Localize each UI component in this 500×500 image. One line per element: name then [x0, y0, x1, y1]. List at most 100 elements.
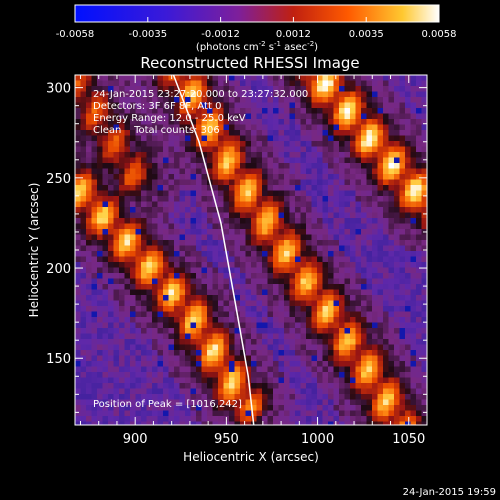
heatmap-cell — [289, 289, 296, 296]
heatmap-cell — [124, 361, 131, 367]
heatmap-cell — [113, 300, 120, 307]
heatmap-cell — [124, 388, 131, 395]
heatmap-cell — [97, 284, 103, 290]
heatmap-cell — [262, 251, 268, 257]
heatmap-cell — [328, 130, 334, 136]
heatmap-cell — [300, 405, 307, 411]
heatmap-cell — [421, 141, 427, 147]
heatmap-cell — [410, 377, 417, 384]
heatmap-cell — [383, 130, 389, 136]
heatmap-cell — [168, 328, 175, 334]
heatmap-cell — [212, 130, 219, 136]
heatmap-cell — [405, 410, 411, 417]
heatmap-cell — [91, 75, 98, 81]
heatmap-cell — [97, 317, 103, 323]
heatmap-cell — [119, 421, 125, 425]
heatmap-cell — [416, 130, 422, 136]
heatmap-cell — [86, 394, 92, 400]
heatmap-cell — [262, 328, 268, 334]
heatmap-cell — [339, 229, 345, 235]
heatmap-cell — [196, 405, 202, 411]
heatmap-cell — [355, 256, 362, 263]
heatmap-cell — [113, 339, 120, 345]
heatmap-cell — [212, 108, 219, 114]
heatmap-cell — [168, 229, 175, 235]
heatmap-cell — [130, 366, 136, 373]
heatmap-cell — [421, 152, 427, 158]
heatmap-cell — [278, 157, 285, 164]
heatmap-cell — [157, 201, 164, 208]
heatmap-cell — [339, 168, 345, 175]
annotation-method: Clean Total counts: 306 — [93, 125, 220, 136]
heatmap-cell — [146, 383, 153, 389]
heatmap-cell — [251, 300, 257, 307]
heatmap-cell — [234, 300, 241, 307]
heatmap-cell — [410, 361, 417, 367]
heatmap-cell — [273, 75, 279, 81]
heatmap-cell — [146, 234, 153, 241]
heatmap-cell — [251, 80, 257, 87]
heatmap-cell — [130, 196, 136, 202]
heatmap-cell — [102, 322, 109, 329]
heatmap-cell — [207, 86, 213, 92]
heatmap-cell — [344, 278, 351, 285]
heatmap-cell — [157, 174, 164, 180]
heatmap-cell — [333, 405, 340, 411]
heatmap-cell — [295, 190, 301, 197]
heatmap-cell — [278, 141, 285, 147]
heatmap-cell — [97, 399, 103, 406]
heatmap-cell — [366, 256, 373, 263]
heatmap-cell — [350, 185, 356, 191]
heatmap-cell — [212, 295, 219, 301]
heatmap-cell — [207, 278, 213, 285]
heatmap-cell — [306, 251, 312, 257]
heatmap-cell — [289, 240, 296, 246]
heatmap-cell — [245, 284, 252, 290]
heatmap-cell — [421, 196, 427, 202]
heatmap-cell — [388, 201, 395, 208]
heatmap-cell — [157, 273, 164, 279]
heatmap-cell — [75, 223, 81, 230]
heatmap-cell — [306, 289, 312, 296]
heatmap-cell — [218, 97, 224, 103]
heatmap-cell — [289, 311, 296, 318]
heatmap-cell — [207, 234, 213, 241]
heatmap-cell — [97, 245, 103, 252]
heatmap-cell — [86, 372, 92, 378]
heatmap-cell — [201, 372, 208, 378]
heatmap-cell — [399, 190, 406, 197]
heatmap-cell — [179, 355, 186, 362]
heatmap-cell — [240, 124, 246, 131]
heatmap-cell — [355, 124, 362, 131]
heatmap-cell — [152, 388, 158, 395]
heatmap-cell — [163, 108, 169, 114]
heatmap-cell — [262, 267, 268, 274]
heatmap-cell — [75, 157, 81, 164]
heatmap-cell — [372, 300, 378, 307]
heatmap-cell — [350, 344, 356, 351]
heatmap-cell — [91, 234, 98, 241]
heatmap-cell — [251, 185, 257, 191]
heatmap-cell — [179, 102, 186, 109]
heatmap-cell — [119, 146, 125, 153]
heatmap-cell — [168, 240, 175, 246]
heatmap-cell — [113, 284, 120, 290]
heatmap-cell — [190, 108, 197, 114]
heatmap-cell — [212, 229, 219, 235]
heatmap-cell — [212, 80, 219, 87]
heatmap-cell — [223, 108, 230, 114]
heatmap-cell — [300, 372, 307, 378]
heatmap-cell — [146, 113, 153, 120]
heatmap-cell — [267, 383, 274, 389]
heatmap-cell — [267, 333, 274, 340]
heatmap-cell — [322, 223, 329, 230]
heatmap-cell — [245, 190, 252, 197]
heatmap-cell — [179, 201, 186, 208]
heatmap-cell — [278, 306, 285, 312]
heatmap-cell — [223, 405, 230, 411]
heatmap-cell — [328, 91, 334, 98]
heatmap-cell — [333, 179, 340, 186]
heatmap-cell — [366, 262, 373, 268]
heatmap-cell — [185, 339, 191, 345]
heatmap-cell — [157, 80, 164, 87]
